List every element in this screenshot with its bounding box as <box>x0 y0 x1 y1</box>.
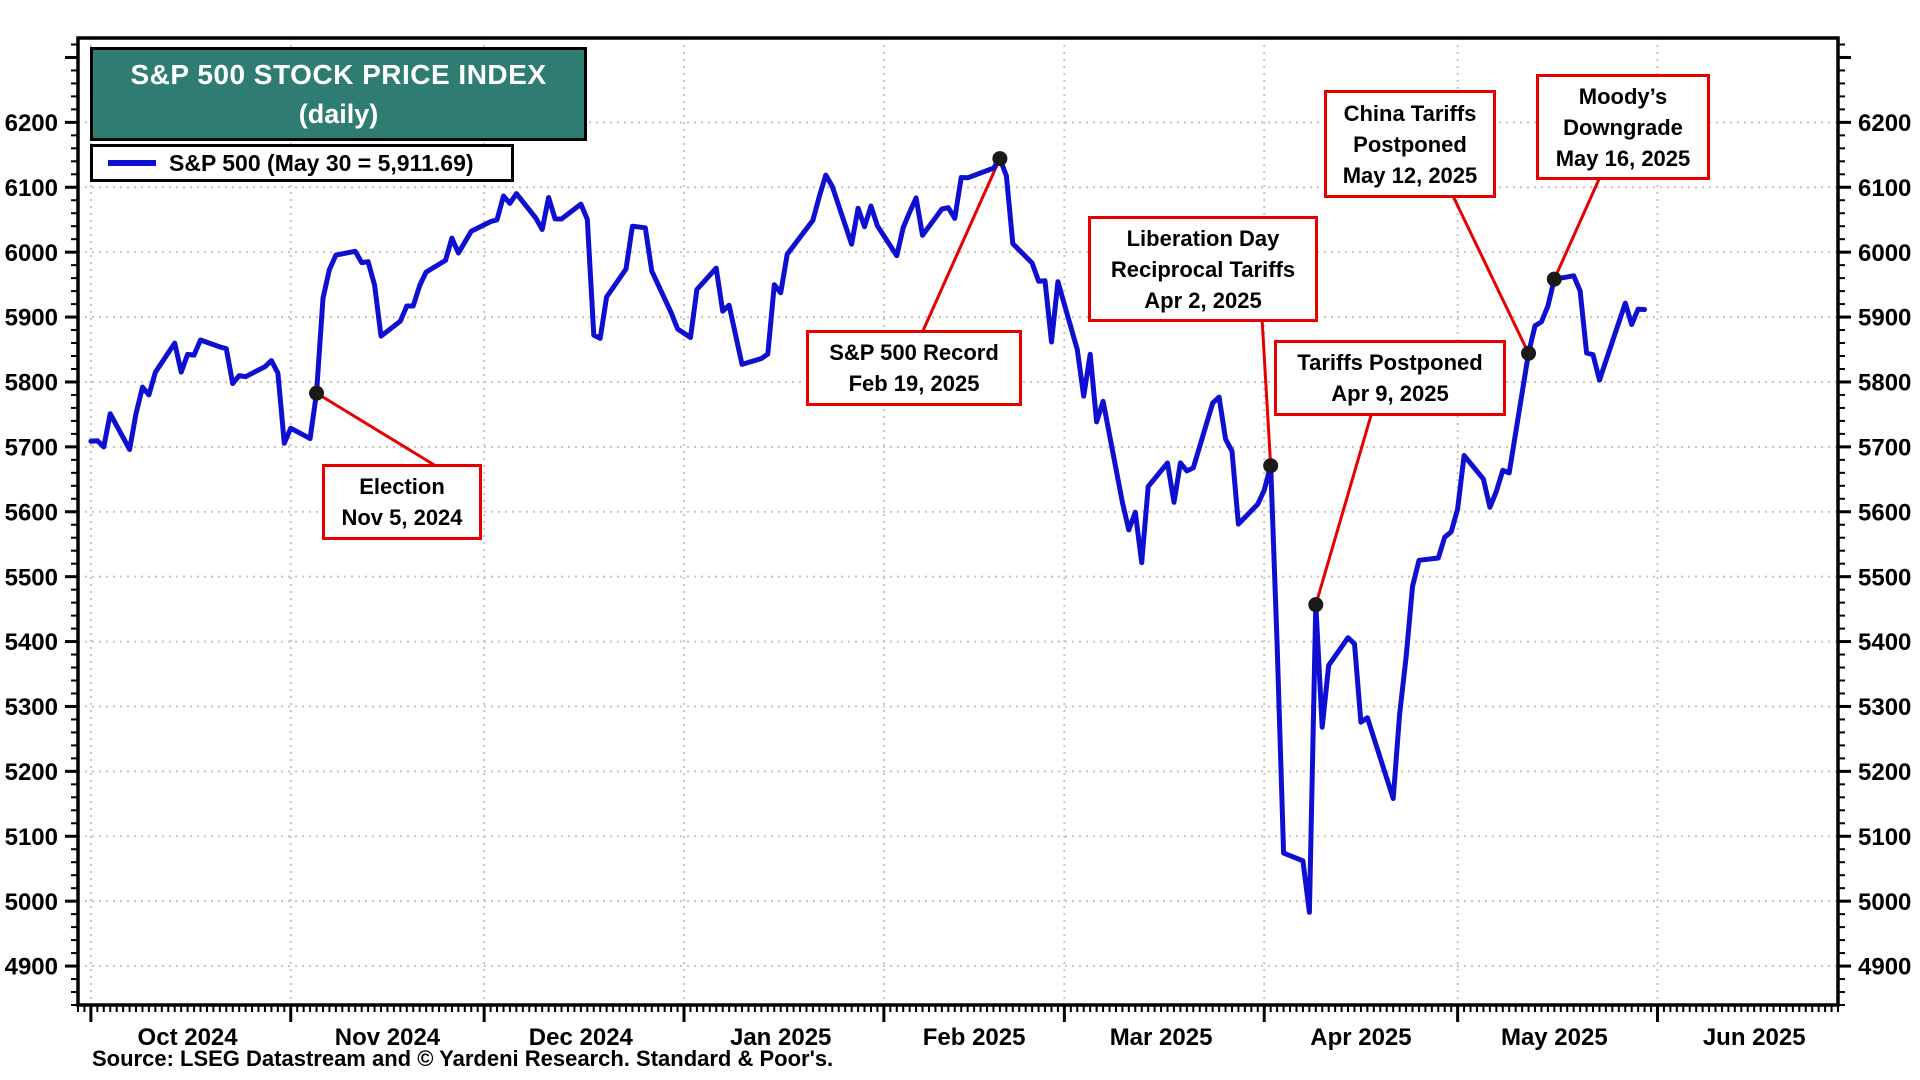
y-label-left: 6200 <box>5 110 58 137</box>
x-month-label: Apr 2025 <box>1310 1024 1411 1051</box>
y-label-right: 5600 <box>1858 499 1911 526</box>
y-label-right: 5000 <box>1858 889 1911 916</box>
y-label-right: 5100 <box>1858 824 1911 851</box>
x-month-label: Jun 2025 <box>1703 1024 1806 1051</box>
y-label-left: 5200 <box>5 759 58 786</box>
x-month-label: May 2025 <box>1501 1024 1608 1051</box>
annotation-text-line: Liberation Day <box>1126 225 1280 251</box>
y-label-left: 5000 <box>5 889 58 916</box>
annotation-china-tariffs: China Tariffs Postponed May 12, 2025 <box>1324 90 1496 198</box>
annotation-moodys-downgrade: Moody’s Downgrade May 16, 2025 <box>1536 74 1710 180</box>
y-label-right: 6000 <box>1858 240 1911 267</box>
y-label-left: 5100 <box>5 824 58 851</box>
annotation-text-line: China Tariffs <box>1343 100 1477 126</box>
y-label-right: 5500 <box>1858 564 1911 591</box>
y-label-right: 5700 <box>1858 435 1911 462</box>
annotation-text-line: Feb 19, 2025 <box>848 371 980 396</box>
annotation-election: Election Nov 5, 2024 <box>322 464 482 540</box>
event-dot-liberation-day <box>1263 458 1279 474</box>
event-dot-sp500-record <box>992 151 1008 167</box>
y-label-left: 6000 <box>5 240 58 267</box>
x-month-label: Dec 2024 <box>529 1024 634 1051</box>
y-label-left: 5800 <box>5 370 58 397</box>
event-dot-tariffs-postponed <box>1308 597 1324 613</box>
y-label-left: 5500 <box>5 564 58 591</box>
y-label-left: 5300 <box>5 694 58 721</box>
y-label-left: 5600 <box>5 499 58 526</box>
plot-border <box>76 36 1840 1007</box>
y-label-left: 5400 <box>5 629 58 656</box>
y-label-right: 5300 <box>1858 694 1911 721</box>
annotation-leader-moodys-downgrade <box>1552 176 1602 280</box>
gridlines <box>78 38 1838 1005</box>
axis-labels: 4900 4900 5000 5000 5100 5100 5200 5200 5300 5300… <box>5 110 1912 1051</box>
annotation-text-line: Apr 2, 2025 <box>1144 287 1262 313</box>
y-label-left: 5900 <box>5 305 58 332</box>
y-label-left: 4900 <box>5 954 58 981</box>
annotation-text-line: Nov 5, 2024 <box>341 505 463 530</box>
y-label-right: 5900 <box>1858 305 1911 332</box>
x-month-label: Nov 2024 <box>335 1024 441 1051</box>
legend-label: S&P 500 (May 30 = 5,911.69) <box>169 149 474 176</box>
legend: S&P 500 (May 30 = 5,911.69) <box>90 144 514 182</box>
annotation-leader-election <box>315 391 437 468</box>
chart-subtitle: (daily) <box>298 99 379 129</box>
chart-title-box: S&P 500 STOCK PRICE INDEX (daily) <box>90 47 587 141</box>
annotation-text-line: Apr 9, 2025 <box>1331 381 1449 406</box>
y-label-right: 5200 <box>1858 759 1911 786</box>
y-label-left: 6100 <box>5 175 58 202</box>
annotation-text-line: May 12, 2025 <box>1342 162 1478 188</box>
y-label-right: 5800 <box>1858 370 1911 397</box>
y-label-left: 5700 <box>5 435 58 462</box>
chart-title: S&P 500 STOCK PRICE INDEX <box>130 59 547 90</box>
event-dots <box>309 151 1562 613</box>
event-dot-moodys-downgrade <box>1546 271 1562 287</box>
x-month-label: Mar 2025 <box>1110 1024 1213 1051</box>
annotation-text-line: Postponed <box>1353 131 1467 157</box>
x-month-label: Oct 2024 <box>138 1024 239 1051</box>
annotation-liberation-day: Liberation Day Reciprocal Tariffs Apr 2, 2… <box>1088 216 1318 322</box>
annotation-text-line: Downgrade <box>1563 114 1683 140</box>
annotation-leader-liberation-day <box>1260 317 1273 466</box>
event-dot-china-tariffs <box>1521 345 1537 361</box>
annotation-leaders <box>315 158 1602 606</box>
y-label-right: 4900 <box>1858 954 1911 981</box>
event-dot-election <box>309 385 325 401</box>
source-note: Source: LSEG Datastream and © Yardeni Re… <box>92 1046 834 1071</box>
annotation-leader-tariffs-postponed <box>1314 411 1374 606</box>
x-month-label: Jan 2025 <box>730 1024 831 1051</box>
sp500-line <box>88 156 1648 915</box>
y-label-right: 5400 <box>1858 629 1911 656</box>
annotation-leader-sp500-record <box>920 158 1002 334</box>
annotation-text-line: Moody’s <box>1578 83 1668 109</box>
annotation-tariffs-postponed: Tariffs Postponed Apr 9, 2025 <box>1274 340 1506 416</box>
annotation-text-line: Reciprocal Tariffs <box>1110 256 1296 282</box>
annotation-leader-china-tariffs <box>1450 193 1530 354</box>
annotation-text-line: S&P 500 Record <box>829 340 999 365</box>
line-swatch-icon <box>108 160 156 166</box>
annotation-text-line: Election <box>359 474 445 499</box>
x-month-label: Feb 2025 <box>923 1024 1026 1051</box>
y-label-right: 6200 <box>1858 110 1911 137</box>
annotation-text-line: May 16, 2025 <box>1555 145 1691 171</box>
annotation-sp500-record: S&P 500 Record Feb 19, 2025 <box>806 330 1022 406</box>
y-label-right: 6100 <box>1858 175 1911 202</box>
annotation-text-line: Tariffs Postponed <box>1297 350 1483 375</box>
